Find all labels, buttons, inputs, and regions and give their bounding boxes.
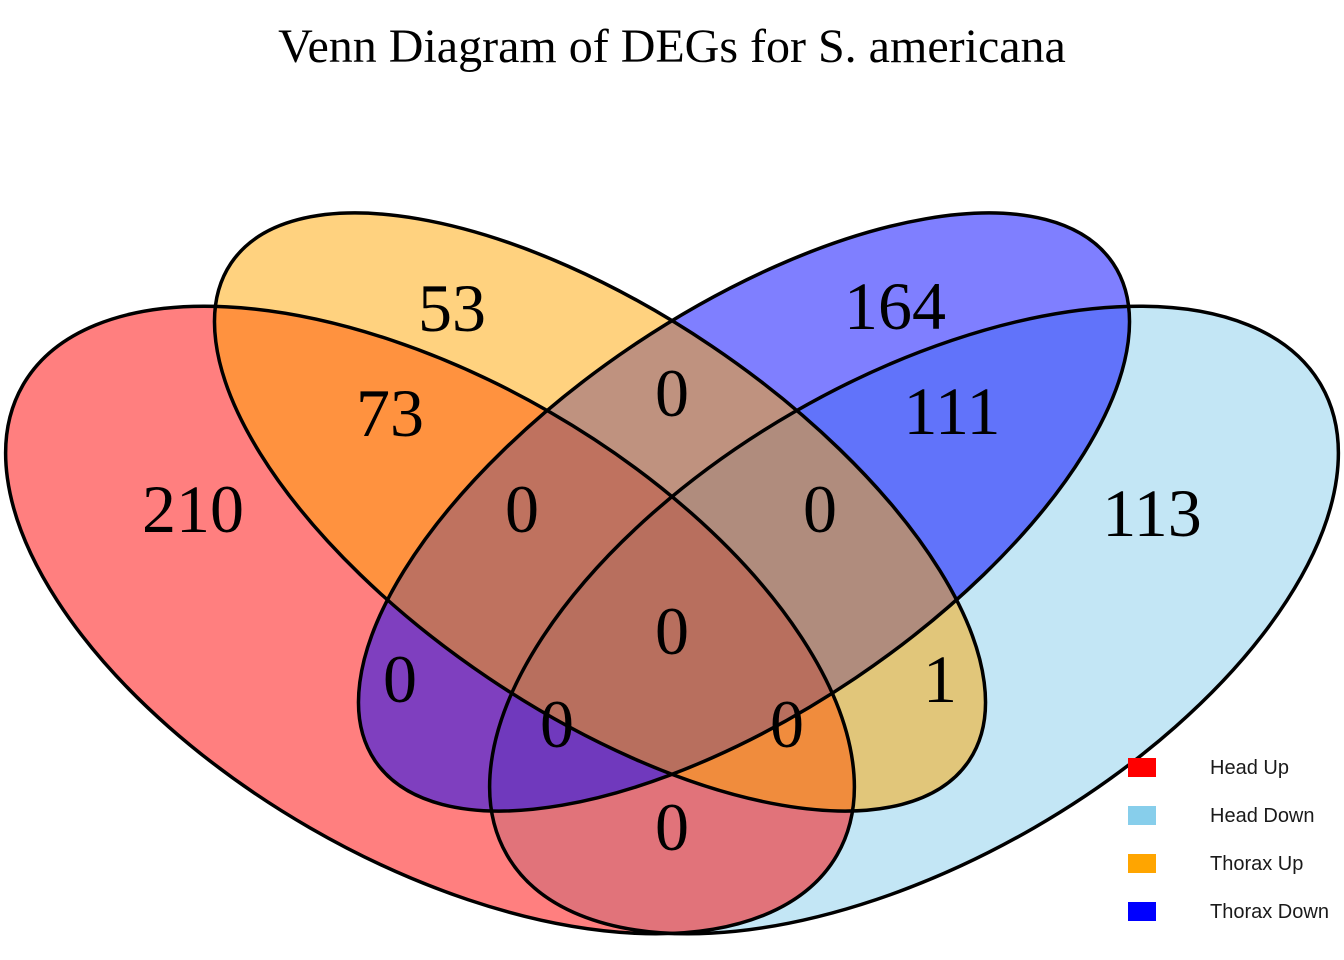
region-label-headup-thoraxup: 73 <box>356 375 424 451</box>
region-label-thoraxdown-headdown: 111 <box>904 373 1001 449</box>
region-label-thoraxup-thoraxdown-headdown: 0 <box>803 471 837 547</box>
thorax-down-ellipse-outline <box>356 211 1132 813</box>
region-label-head-down-only: 113 <box>1102 475 1201 551</box>
region-label-head-up-only: 210 <box>142 471 244 547</box>
thorax-up-ellipse <box>214 212 986 812</box>
ellipse-outlines <box>3 211 1341 936</box>
legend-swatch-thorax-up <box>1128 854 1156 873</box>
region-label-headup-thoraxup-thoraxdown: 0 <box>505 471 539 547</box>
region-labels: 210 53 164 113 73 111 0 0 0 0 0 1 0 0 0 <box>142 268 1202 865</box>
legend-swatch-head-down <box>1128 806 1156 825</box>
thorax-up-ellipse-outline <box>212 211 988 813</box>
region-label-thorax-up-only: 53 <box>418 270 486 346</box>
region-label-thoraxup-headdown: 1 <box>923 641 957 717</box>
legend-label-head-up: Head Up <box>1210 757 1289 779</box>
legend-swatch-head-up <box>1128 758 1156 777</box>
region-label-headup-thoraxdown: 0 <box>383 641 417 717</box>
head-up-ellipse-outline <box>3 304 857 936</box>
region-label-thorax-down-only: 164 <box>844 268 946 344</box>
legend: Head Up Head Down Thorax Up Thorax Down <box>1128 757 1329 923</box>
legend-label-head-down: Head Down <box>1210 805 1315 827</box>
head-down-ellipse-outline <box>487 304 1341 936</box>
region-label-headup-thoraxdown-headdown: 0 <box>540 686 574 762</box>
legend-label-thorax-up: Thorax Up <box>1210 853 1303 875</box>
legend-swatch-thorax-down <box>1128 902 1156 921</box>
region-label-headup-thoraxup-headdown: 0 <box>770 686 804 762</box>
region-label-headup-headdown: 0 <box>655 789 689 865</box>
legend-label-thorax-down: Thorax Down <box>1210 901 1329 923</box>
chart-title: Venn Diagram of DEGs for S. americana <box>278 20 1066 73</box>
region-label-all-four: 0 <box>655 593 689 669</box>
ellipse-fills <box>5 212 1339 934</box>
region-label-thoraxup-thoraxdown: 0 <box>655 355 689 431</box>
